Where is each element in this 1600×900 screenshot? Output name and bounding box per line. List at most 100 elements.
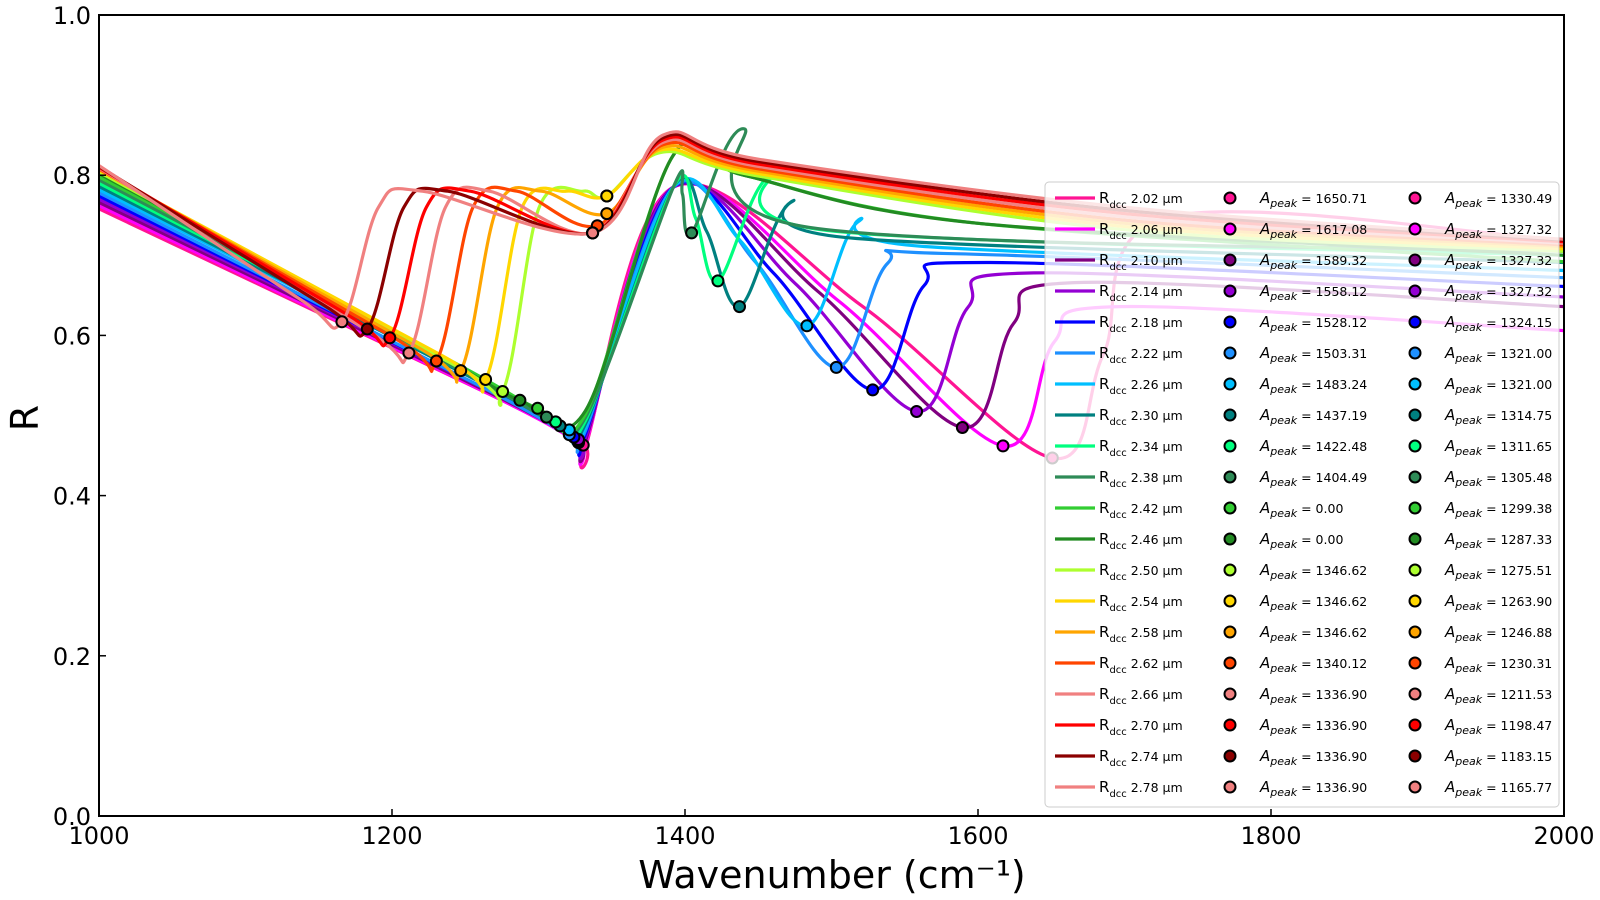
- legend-label-15: Rdcc 2.62 µm: [1099, 654, 1183, 676]
- legend-peak2-label-9: Apeak = 1305.48: [1444, 468, 1552, 489]
- legend-peak2-label-0: Apeak = 1330.49: [1444, 189, 1552, 210]
- y-tick-label: 0.2: [53, 643, 91, 671]
- legend-peak2-marker-4: [1408, 315, 1422, 329]
- peak1-marker-9: [685, 226, 699, 240]
- legend-peak1-marker-1: [1223, 222, 1237, 236]
- legend-peak2-label-14: Apeak = 1246.88: [1444, 623, 1552, 644]
- x-tick-label: 1400: [654, 822, 715, 850]
- legend-peak2-label-5: Apeak = 1321.00: [1444, 344, 1552, 365]
- legend-peak1-label-9: Apeak = 1404.49: [1259, 468, 1367, 489]
- peak1-marker-14: [600, 207, 614, 221]
- peak1-marker-5: [829, 360, 843, 374]
- y-axis-title: R: [3, 405, 47, 431]
- legend-peak1-marker-7: [1223, 408, 1237, 422]
- peak1-marker-2: [955, 421, 969, 434]
- legend-peak2-marker-18: [1408, 749, 1422, 763]
- legend-peak1-label-13: Apeak = 1346.62: [1259, 592, 1367, 613]
- legend-peak2-label-15: Apeak = 1230.31: [1444, 654, 1552, 675]
- legend-peak1-marker-5: [1223, 346, 1237, 360]
- legend-peak1-label-15: Apeak = 1340.12: [1259, 654, 1367, 675]
- legend-box: [1044, 181, 1560, 808]
- legend-peak2-label-19: Apeak = 1165.77: [1444, 778, 1552, 799]
- legend-peak1-label-11: Apeak = 0.00: [1259, 530, 1343, 551]
- legend-label-6: Rdcc 2.26 µm: [1099, 375, 1183, 397]
- legend-label-13: Rdcc 2.54 µm: [1099, 592, 1183, 614]
- peak2-marker-18: [360, 322, 374, 336]
- legend-peak2-marker-7: [1408, 408, 1422, 422]
- legend-peak2-label-11: Apeak = 1287.33: [1444, 530, 1552, 551]
- x-tick-label: 2000: [1533, 822, 1594, 850]
- legend-label-18: Rdcc 2.74 µm: [1099, 747, 1183, 769]
- legend-label-19: Rdcc 2.78 µm: [1099, 778, 1183, 800]
- legend-peak1-label-16: Apeak = 1336.90: [1259, 685, 1367, 706]
- legend-peak2-label-10: Apeak = 1299.38: [1444, 499, 1552, 520]
- peak1-marker-4: [866, 383, 880, 397]
- x-tick-label: 1200: [361, 822, 422, 850]
- legend-peak2-marker-12: [1408, 563, 1422, 577]
- legend-peak2-label-16: Apeak = 1211.53: [1444, 685, 1552, 706]
- legend-peak2-label-1: Apeak = 1327.32: [1444, 220, 1552, 241]
- legend-label-14: Rdcc 2.58 µm: [1099, 623, 1183, 645]
- legend-label-3: Rdcc 2.14 µm: [1099, 282, 1183, 304]
- legend-peak1-marker-2: [1223, 253, 1237, 267]
- legend-label-16: Rdcc 2.66 µm: [1099, 685, 1183, 707]
- legend-peak1-marker-9: [1223, 470, 1237, 484]
- legend-peak2-marker-3: [1408, 284, 1422, 298]
- legend-peak2-label-2: Apeak = 1327.32: [1444, 251, 1552, 272]
- legend-peak2-marker-2: [1408, 253, 1422, 267]
- legend-peak2-marker-6: [1408, 377, 1422, 391]
- legend-peak1-label-18: Apeak = 1336.90: [1259, 747, 1367, 768]
- legend-peak1-marker-19: [1223, 780, 1237, 794]
- legend-peak1-marker-10: [1223, 501, 1237, 515]
- legend-label-4: Rdcc 2.18 µm: [1099, 313, 1183, 335]
- legend-label-2: Rdcc 2.10 µm: [1099, 251, 1183, 273]
- x-axis-title: Wavenumber (cm⁻¹): [638, 853, 1026, 897]
- legend-peak2-marker-0: [1408, 191, 1422, 205]
- legend-label-5: Rdcc 2.22 µm: [1099, 344, 1183, 366]
- peak1-marker-6: [800, 319, 814, 333]
- legend-label-9: Rdcc 2.38 µm: [1099, 468, 1183, 490]
- plot-frame: [98, 14, 1565, 817]
- legend-peak2-label-7: Apeak = 1314.75: [1444, 406, 1552, 427]
- peak1-marker-8: [711, 274, 725, 288]
- legend-peak1-marker-8: [1223, 439, 1237, 453]
- legend-peak2-marker-19: [1408, 780, 1422, 794]
- legend-peak2-marker-15: [1408, 656, 1422, 670]
- legend-peak1-marker-14: [1223, 625, 1237, 639]
- legend-peak1-marker-3: [1223, 284, 1237, 298]
- legend-peak1-marker-13: [1223, 594, 1237, 608]
- legend-label-1: Rdcc 2.06 µm: [1099, 220, 1183, 242]
- legend-peak1-marker-6: [1223, 377, 1237, 391]
- y-tick-label: 0.8: [53, 162, 91, 190]
- y-tick-label: 1.0: [53, 2, 91, 30]
- legend-label-7: Rdcc 2.30 µm: [1099, 406, 1183, 428]
- peak2-marker-16: [402, 346, 416, 360]
- legend-peak1-marker-12: [1223, 563, 1237, 577]
- legend-peak2-marker-10: [1408, 501, 1422, 515]
- legend-peak2-marker-8: [1408, 439, 1422, 453]
- peak2-marker-10: [531, 401, 545, 415]
- legend-peak2-marker-11: [1408, 532, 1422, 546]
- legend-peak2-label-17: Apeak = 1198.47: [1444, 716, 1552, 737]
- peak1-marker-19: [586, 226, 600, 240]
- y-tick-label: 0.6: [53, 322, 91, 350]
- legend-peak1-label-10: Apeak = 0.00: [1259, 499, 1343, 520]
- peak2-marker-17: [383, 331, 397, 345]
- legend-peak1-marker-16: [1223, 687, 1237, 701]
- legend-peak2-label-18: Apeak = 1183.15: [1444, 747, 1552, 768]
- peak2-marker-12: [496, 385, 510, 398]
- legend-peak1-label-14: Apeak = 1346.62: [1259, 623, 1367, 644]
- peak1-marker-1: [996, 439, 1010, 453]
- legend-label-12: Rdcc 2.50 µm: [1099, 561, 1183, 583]
- peak1-marker-3: [910, 405, 924, 418]
- legend-peak1-marker-17: [1223, 718, 1237, 732]
- legend-peak1-marker-11: [1223, 532, 1237, 546]
- legend-peak1-marker-18: [1223, 749, 1237, 763]
- legend-peak1-label-7: Apeak = 1437.19: [1259, 406, 1367, 427]
- legend-peak2-marker-5: [1408, 346, 1422, 360]
- legend-peak2-marker-9: [1408, 470, 1422, 484]
- legend-label-10: Rdcc 2.42 µm: [1099, 499, 1183, 521]
- peak1-marker-7: [733, 300, 746, 314]
- legend-peak1-label-5: Apeak = 1503.31: [1259, 344, 1367, 365]
